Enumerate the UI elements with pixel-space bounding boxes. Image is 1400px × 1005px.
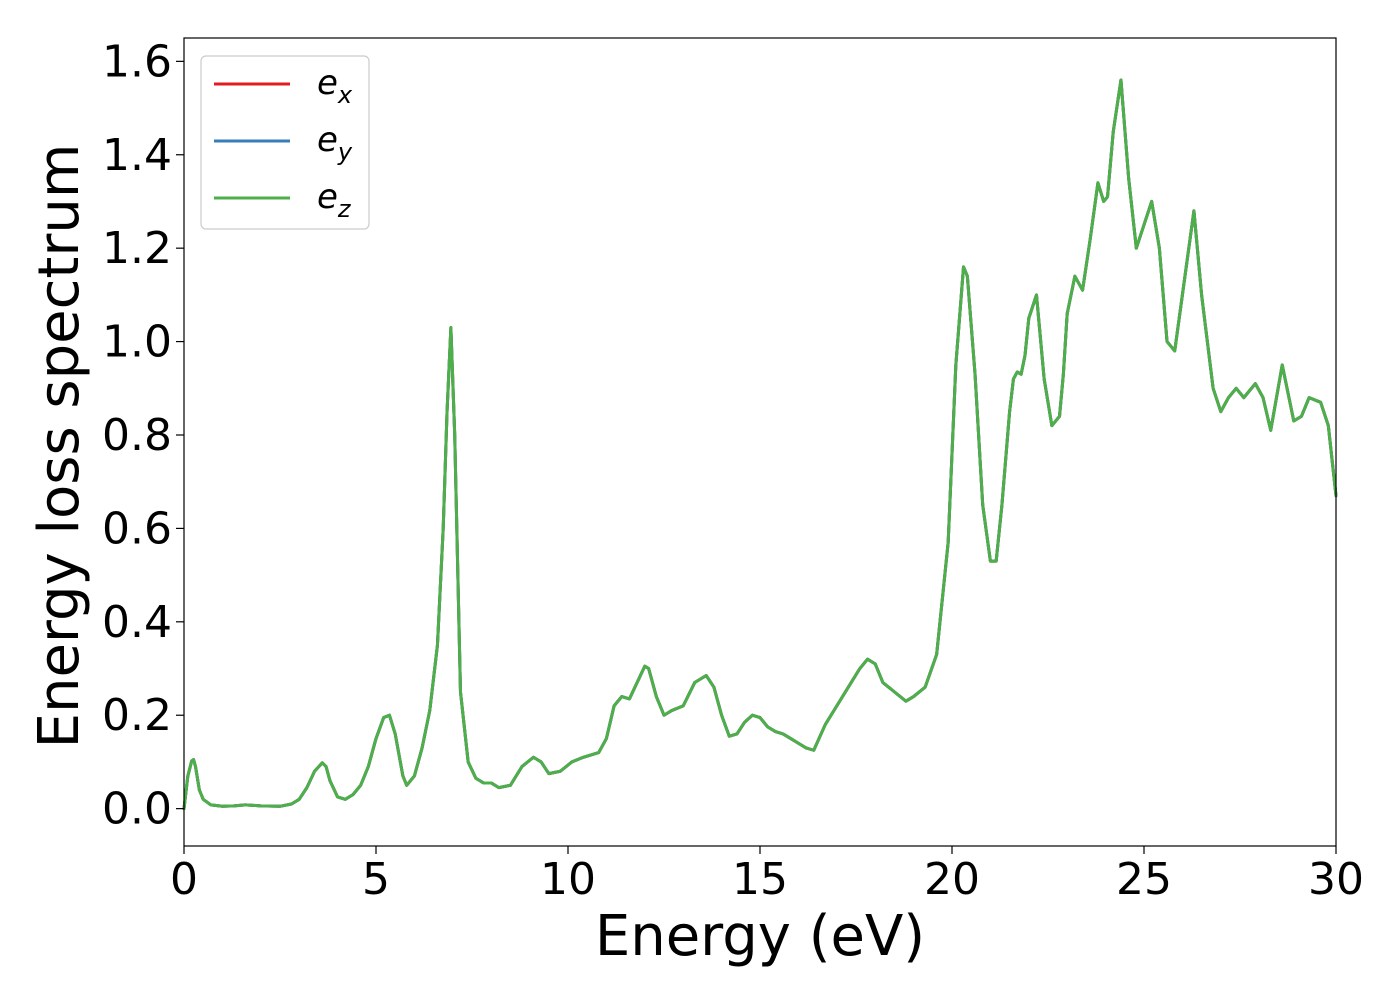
plot-frame	[183, 37, 1337, 847]
legend-label-x: ex	[317, 63, 353, 109]
y-tick-label: 0.2	[102, 690, 172, 741]
x-tick-label: 0	[170, 854, 198, 905]
x-axis-label: Energy (eV)	[595, 904, 925, 969]
y-tick-label: 0.4	[102, 597, 172, 648]
series-line-e-z	[182, 78, 1338, 811]
x-tick-label: 30	[1308, 854, 1364, 905]
y-tick-label: 1.4	[102, 130, 172, 181]
x-tick-label: 20	[924, 854, 980, 905]
y-tick-label: 1.6	[102, 36, 172, 87]
legend-label-y: ey	[317, 120, 353, 166]
y-tick-label: 0.8	[102, 410, 172, 461]
x-tick-label: 15	[732, 854, 788, 905]
y-axis-ticks: 0.0 0.2 0.4 0.6 0.8 1.0 1.2 1.4 1.6	[102, 36, 184, 835]
y-axis-label: Energy loss spectrum	[27, 144, 92, 749]
y-tick-label: 1.2	[102, 223, 172, 274]
y-tick-label: 1.0	[102, 317, 172, 368]
legend-label-z: ez	[317, 177, 352, 223]
x-tick-label: 10	[540, 854, 596, 905]
x-tick-label: 25	[1116, 854, 1172, 905]
x-axis-ticks: 0 5 10 15 20 25 30	[170, 846, 1364, 905]
legend: ex ey ez	[200, 55, 370, 230]
plot-area	[182, 78, 1338, 811]
y-tick-label: 0.6	[102, 503, 172, 554]
y-tick-label: 0.0	[102, 784, 172, 835]
x-tick-label: 5	[362, 854, 390, 905]
